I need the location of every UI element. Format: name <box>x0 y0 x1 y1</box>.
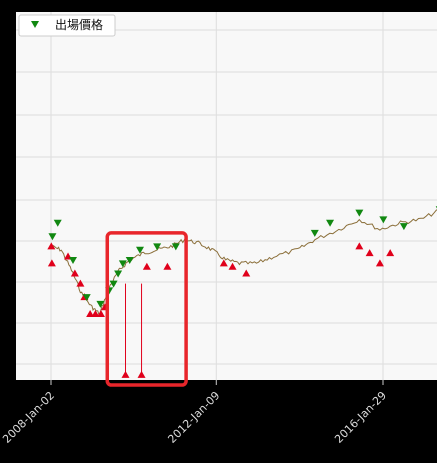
buy-marker <box>47 259 56 267</box>
x-tick-label: 2008-Jan-02 <box>0 389 57 446</box>
buy-marker <box>365 249 374 257</box>
sell-marker <box>109 280 118 288</box>
x-axis: 2008-Jan-02 2012-Jan-09 2016-Jan-29 <box>0 380 389 446</box>
legend[interactable]: 出場價格 <box>18 14 116 37</box>
legend-frame <box>18 14 116 37</box>
buy-marker <box>70 269 79 277</box>
buy-marker <box>228 262 237 270</box>
sell-marker <box>326 219 335 227</box>
marker-layer <box>47 206 437 378</box>
buy-marker <box>76 279 85 287</box>
sell-marker <box>96 300 105 308</box>
stem-layer <box>125 283 143 375</box>
sell-marker <box>153 243 162 251</box>
price-line <box>50 209 437 316</box>
buy-marker <box>142 262 151 270</box>
buy-marker <box>96 310 105 318</box>
buy-marker <box>386 249 395 257</box>
sell-marker <box>399 223 408 231</box>
buy-marker <box>47 242 56 250</box>
sell-marker <box>379 216 388 224</box>
buy-marker <box>219 259 228 267</box>
sell-marker <box>118 260 127 268</box>
price-line-layer <box>50 209 437 316</box>
buy-marker <box>355 242 364 250</box>
sell-marker <box>82 294 91 302</box>
grid <box>16 12 437 380</box>
legend-marker-down-triangle <box>31 21 39 28</box>
buy-marker <box>242 269 251 277</box>
sell-marker <box>69 256 78 264</box>
buy-marker <box>163 262 172 270</box>
buy-marker <box>86 310 95 318</box>
x-tick-label: 2012-Jan-09 <box>165 389 222 446</box>
legend-label: 出場價格 <box>55 17 103 32</box>
sell-marker <box>171 243 180 251</box>
sell-marker <box>125 256 134 264</box>
sell-marker <box>355 209 364 217</box>
buy-marker <box>375 259 384 267</box>
plot-area <box>16 12 437 380</box>
sell-marker <box>135 246 144 254</box>
sell-marker <box>53 219 62 227</box>
highlight-box <box>105 231 188 387</box>
buy-marker <box>91 310 100 318</box>
sell-marker <box>114 270 123 278</box>
sell-marker <box>310 229 319 237</box>
buy-marker <box>121 370 130 378</box>
x-tick-label: 2016-Jan-29 <box>332 389 389 446</box>
sell-marker <box>48 233 57 241</box>
buy-marker <box>137 370 146 378</box>
